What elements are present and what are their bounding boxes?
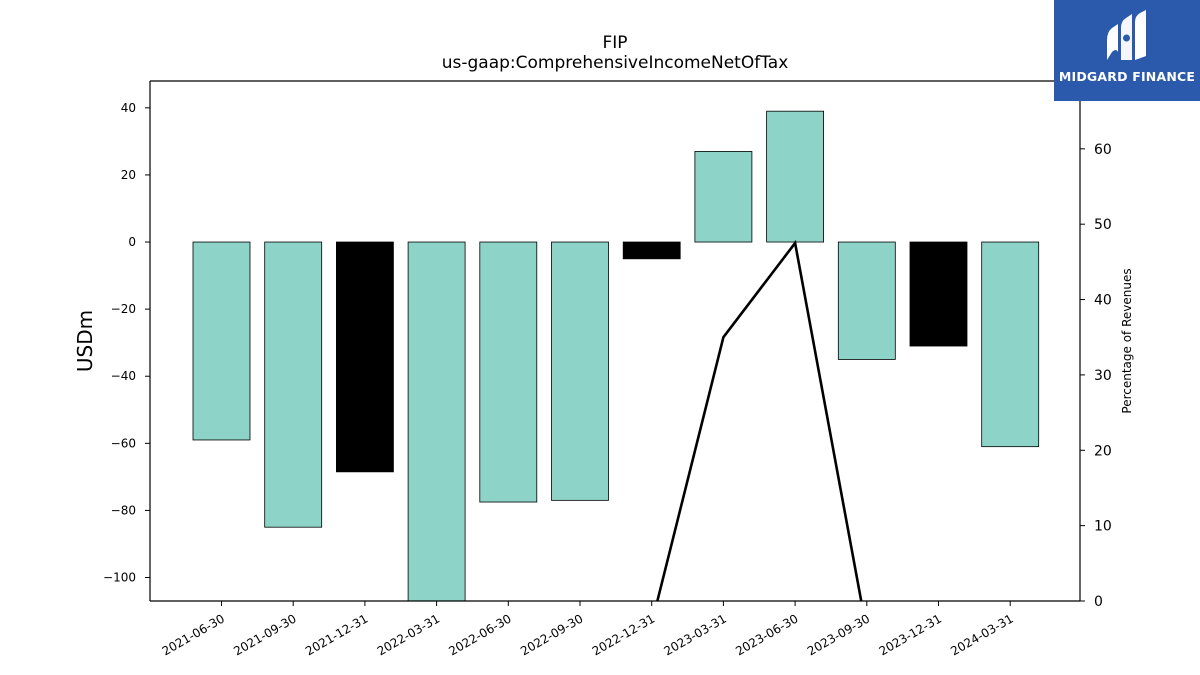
line-group <box>656 239 863 601</box>
x-tick-label: 2023-09-30 <box>805 611 872 658</box>
y-tick-label: 0 <box>128 235 136 249</box>
bar-2023-06-30 <box>766 110 824 243</box>
y2-tick-label: 0 <box>1094 594 1103 610</box>
y-axis-label-right: Percentage of Revenues <box>1120 268 1134 413</box>
logo-text: MIDGARD FINANCE <box>1058 69 1196 84</box>
x-tick-label: 2021-09-30 <box>231 611 298 658</box>
x-tick-label: 2023-03-31 <box>661 611 728 658</box>
bar-group <box>192 110 1040 601</box>
bar-2024-03-31 <box>981 241 1040 448</box>
chart-title: FIP <box>602 33 627 53</box>
x-tick-label: 2024-03-31 <box>948 611 1015 658</box>
x-tick-label: 2022-03-31 <box>375 611 442 658</box>
x-tick-label: 2022-09-30 <box>518 611 585 658</box>
bar-2022-09-30 <box>551 241 609 501</box>
y2-tick-label: 40 <box>1094 293 1112 309</box>
y2-tick-label: 50 <box>1094 217 1112 233</box>
bar-2023-09-30 <box>837 241 896 360</box>
y-axis-label-left: USDm <box>73 310 97 372</box>
bar-2021-12-31 <box>335 241 394 473</box>
bar-2023-12-31 <box>909 241 968 347</box>
y2-tick-label: 60 <box>1094 142 1112 158</box>
x-tick-label: 2023-12-31 <box>877 611 944 658</box>
x-tick-label: 2021-12-31 <box>303 611 370 658</box>
chart-subtitle: us-gaap:ComprehensiveIncomeNetOfTax <box>442 53 789 73</box>
brand-logo: MIDGARD FINANCE <box>1054 0 1200 101</box>
y-tick-label: −60 <box>111 436 136 450</box>
bar-2021-06-30 <box>192 241 251 441</box>
y-tick-label: 40 <box>121 101 136 115</box>
y-tick-label: −100 <box>103 571 136 585</box>
bar-2022-12-31 <box>622 241 681 260</box>
y-tick-label: −80 <box>111 503 136 517</box>
bar-2022-03-31 <box>407 241 466 601</box>
y2-tick-label: 20 <box>1094 443 1112 459</box>
x-tick-label: 2021-06-30 <box>160 611 227 658</box>
x-tick-label: 2022-06-30 <box>446 611 513 658</box>
x-tick-label: 2023-06-30 <box>733 611 800 658</box>
x-tick-label: 2022-12-31 <box>590 611 657 658</box>
y-tick-label: −40 <box>111 369 136 383</box>
logo-mark-icon <box>1107 10 1146 60</box>
y2-tick-label: 30 <box>1094 368 1112 384</box>
bar-2022-06-30 <box>479 241 538 503</box>
y2-tick-label: 10 <box>1094 519 1112 535</box>
pct-revenue-line <box>656 239 863 601</box>
bar-2021-09-30 <box>264 241 323 528</box>
bar-2023-03-31 <box>694 151 753 243</box>
y-tick-label: −20 <box>111 302 136 316</box>
y-tick-label: 20 <box>121 168 136 182</box>
